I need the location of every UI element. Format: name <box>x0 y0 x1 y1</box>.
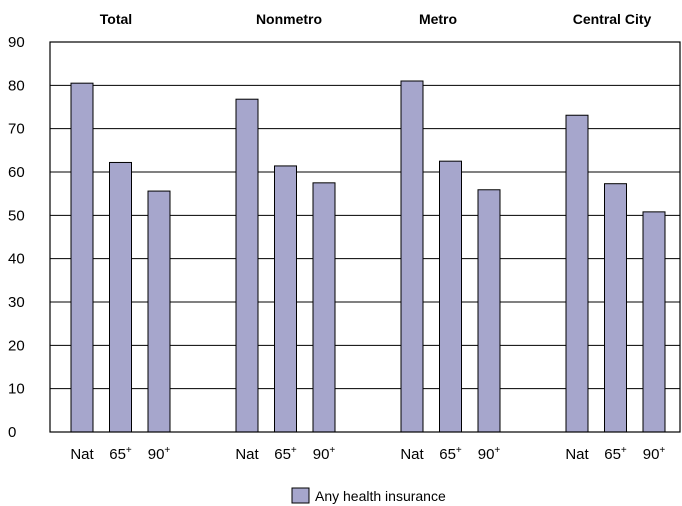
bar-central-city-0 <box>565 114 589 433</box>
group-title: Central City <box>573 11 652 27</box>
x-tick-label: 65+ <box>604 445 627 463</box>
bar-nonmetro-1 <box>274 165 297 433</box>
y-tick-label: 80 <box>8 77 25 94</box>
bar-total-2 <box>147 190 171 433</box>
x-tick-label: 65+ <box>109 445 132 463</box>
y-tick-label: 10 <box>8 381 25 398</box>
x-tick-label: 65+ <box>439 445 462 463</box>
x-tick-label: Nat <box>235 446 259 463</box>
x-tick-label: 90+ <box>478 445 501 463</box>
x-tick-label: 90+ <box>313 445 336 463</box>
bar-total-0 <box>70 82 94 433</box>
bar-total-1 <box>109 161 132 433</box>
x-tick-label: Nat <box>400 446 424 463</box>
y-axis-ticks: 0 10 20 30 40 50 60 70 80 90 <box>8 34 25 441</box>
bar-nonmetro-2 <box>312 182 336 433</box>
group-title: Nonmetro <box>256 11 322 27</box>
x-tick-label: 90+ <box>643 445 666 463</box>
bar-metro-0 <box>400 80 424 433</box>
y-tick-label: 30 <box>8 294 25 311</box>
group-title: Total <box>100 11 132 27</box>
bars <box>70 80 666 433</box>
bar-nonmetro-0 <box>235 98 259 433</box>
bar-metro-2 <box>477 189 501 433</box>
x-tick-label: 90+ <box>148 445 171 463</box>
legend-label-any-health-insurance: Any health insurance <box>315 488 446 504</box>
y-tick-label: 20 <box>8 337 25 354</box>
bar-metro-1 <box>439 160 462 433</box>
x-tick-label: Nat <box>70 446 94 463</box>
y-tick-label: 90 <box>8 34 25 51</box>
legend: Any health insurance <box>291 487 446 504</box>
group-title: Metro <box>419 11 457 27</box>
y-tick-label: 50 <box>8 207 25 224</box>
legend-swatch <box>291 487 310 504</box>
y-tick-label: 60 <box>8 164 25 181</box>
x-tick-label: Nat <box>565 446 589 463</box>
bar-central-city-2 <box>642 211 666 433</box>
y-tick-label: 40 <box>8 251 25 268</box>
plot-frame <box>49 41 681 433</box>
x-tick-label: 65+ <box>274 445 297 463</box>
group-titles: Total Nonmetro Metro Central City <box>100 11 652 27</box>
x-axis-ticks: Nat 65+ 90+ Nat 65+ 90+ Nat 65+ 90+ Nat 65+ 90+ <box>70 445 665 463</box>
bar-central-city-1 <box>604 183 627 433</box>
y-tick-label: 70 <box>8 121 25 138</box>
y-tick-label: 0 <box>8 424 16 441</box>
